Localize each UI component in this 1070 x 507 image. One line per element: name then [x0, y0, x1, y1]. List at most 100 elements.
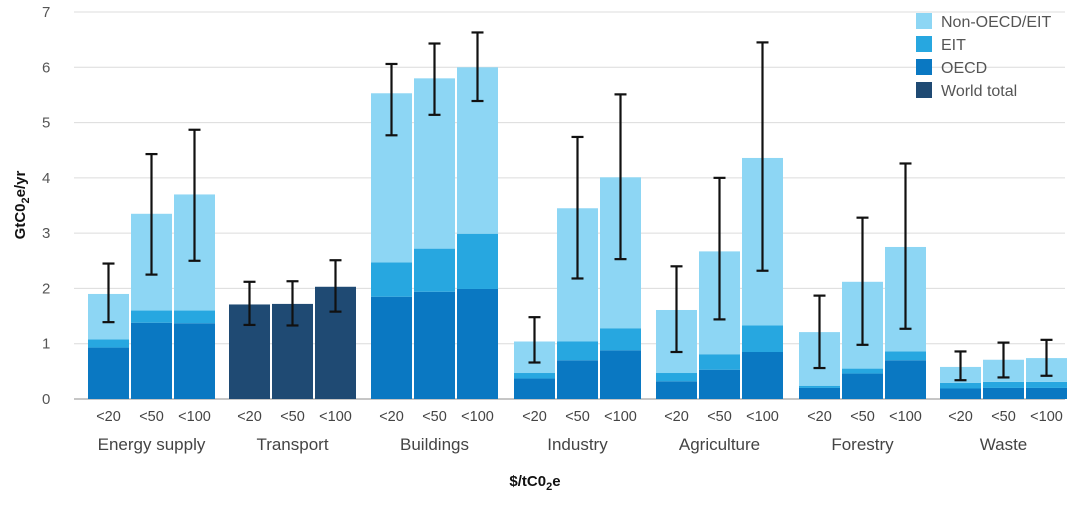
y-axis-title: GtC02e/yr [12, 171, 32, 240]
error-bar-industry-50 [571, 135, 584, 280]
y-axis-title-subscript: 2 [20, 197, 32, 203]
category-label-energy-supply: Energy supply [98, 435, 206, 454]
bar-agriculture-100-eit [742, 325, 783, 353]
bar-energy-supply-50-eit [131, 310, 172, 323]
error-bar-forestry-50 [856, 216, 869, 346]
sub-category-label-agriculture-20: <20 [664, 409, 689, 425]
sub-category-label-energy-supply-20: <20 [96, 409, 121, 425]
bar-waste-20-eit [940, 382, 981, 389]
bar-waste-100-eit [1026, 381, 1067, 388]
error-bars [102, 31, 1053, 382]
sub-category-label-buildings-100: <100 [461, 409, 494, 425]
bar-agriculture-100-oecd [742, 352, 783, 399]
sub-category-label-buildings-20: <20 [379, 409, 404, 425]
y-tick-label-1: 1 [42, 336, 50, 353]
legend-label-non-oecd-eit: Non-OECD/EIT [941, 14, 1051, 31]
error-bar-agriculture-20 [670, 265, 683, 354]
error-bar-buildings-20 [385, 62, 398, 137]
bar-industry-20-oecd [514, 378, 555, 399]
sub-category-label-transport-100: <100 [319, 409, 352, 425]
sub-category-label-waste-50: <50 [991, 409, 1016, 425]
bar-energy-supply-20-oecd [88, 347, 129, 399]
bar-agriculture-20-oecd [656, 381, 697, 399]
sub-category-label-industry-50: <50 [565, 409, 590, 425]
bar-industry-20-eit [514, 373, 555, 379]
error-bar-forestry-100 [899, 162, 912, 330]
bar-forestry-50-eit [842, 368, 883, 374]
legend-swatch-eit [916, 36, 932, 52]
legend-swatch-world-total [916, 82, 932, 98]
sub-category-label-industry-100: <100 [604, 409, 637, 425]
bar-buildings-100-oecd [457, 288, 498, 399]
error-bar-industry-20 [528, 316, 541, 364]
category-label-agriculture: Agriculture [679, 435, 760, 454]
y-tick-label-7: 7 [42, 4, 50, 21]
sub-category-label-transport-50: <50 [280, 409, 305, 425]
x-axis-title-main: $/tC0 [509, 473, 546, 490]
bar-waste-50-oecd [983, 387, 1024, 399]
sub-category-label-forestry-50: <50 [850, 409, 875, 425]
category-label-forestry: Forestry [831, 435, 894, 454]
bar-forestry-50-oecd [842, 373, 883, 399]
legend-swatch-non-oecd-eit [916, 13, 932, 29]
bar-buildings-50-eit [414, 248, 455, 292]
bar-forestry-100-eit [885, 351, 926, 361]
bar-waste-100-oecd [1026, 387, 1067, 399]
y-axis-title-main: GtC0 [12, 203, 29, 239]
bar-waste-50-eit [983, 381, 1024, 388]
error-bar-waste-50 [997, 341, 1010, 379]
bar-buildings-20-eit [371, 262, 412, 297]
bar-energy-supply-50-oecd [131, 322, 172, 399]
sub-category-label-buildings-50: <50 [422, 409, 447, 425]
bar-energy-supply-20-eit [88, 339, 129, 348]
error-bar-buildings-100 [471, 31, 484, 103]
bar-agriculture-50-oecd [699, 369, 740, 399]
error-bar-waste-100 [1040, 338, 1053, 377]
error-bar-agriculture-50 [713, 176, 726, 321]
sub-category-label-forestry-20: <20 [807, 409, 832, 425]
category-label-industry: Industry [547, 435, 608, 454]
y-tick-label-3: 3 [42, 225, 50, 242]
sub-category-label-transport-20: <20 [237, 409, 262, 425]
sub-category-label-forestry-100: <100 [889, 409, 922, 425]
category-label-waste: Waste [980, 435, 1028, 454]
sub-category-label-industry-20: <20 [522, 409, 547, 425]
error-bar-agriculture-100 [756, 41, 769, 272]
y-tick-label-5: 5 [42, 115, 50, 132]
y-tick-label-0: 0 [42, 391, 50, 408]
category-label-transport: Transport [256, 435, 328, 454]
bar-agriculture-20-eit [656, 373, 697, 382]
y-axis-title-rest: e/yr [12, 171, 29, 198]
error-bar-transport-100 [329, 259, 342, 313]
bar-waste-20-oecd [940, 388, 981, 399]
bar-energy-supply-100-oecd [174, 323, 215, 399]
error-bar-energy-supply-50 [145, 152, 158, 276]
error-bar-buildings-50 [428, 42, 441, 116]
legend-label-world-total: World total [941, 83, 1017, 100]
category-label-buildings: Buildings [400, 435, 469, 454]
legend-label-oecd: OECD [941, 60, 987, 77]
x-axis-title-rest: e [552, 473, 560, 490]
sub-category-label-energy-supply-100: <100 [178, 409, 211, 425]
legend-label-eit: EIT [941, 37, 966, 54]
legend: Non-OECD/EIT EIT OECD World total [916, 13, 1051, 100]
y-tick-label-6: 6 [42, 59, 50, 76]
sub-category-label-agriculture-50: <50 [707, 409, 732, 425]
legend-swatch-oecd [916, 59, 932, 75]
error-bar-transport-50 [286, 280, 299, 327]
bar-industry-100-oecd [600, 350, 641, 399]
legend-item-eit: EIT [916, 36, 966, 54]
legend-item-oecd: OECD [916, 59, 987, 77]
x-labels: <20 <50 <100 Energy supply <20 <50 <100 Transpo… [96, 409, 1063, 454]
error-bar-waste-20 [954, 350, 967, 382]
x-axis-title-subscript: 2 [546, 481, 552, 493]
error-bar-industry-100 [614, 93, 627, 261]
x-axis-title: $/tC02e [509, 473, 560, 493]
sub-category-label-energy-supply-50: <50 [139, 409, 164, 425]
error-bar-forestry-20 [813, 294, 826, 370]
error-bar-transport-20 [243, 280, 256, 327]
error-bar-energy-supply-20 [102, 262, 115, 324]
legend-item-world-total: World total [916, 82, 1017, 100]
